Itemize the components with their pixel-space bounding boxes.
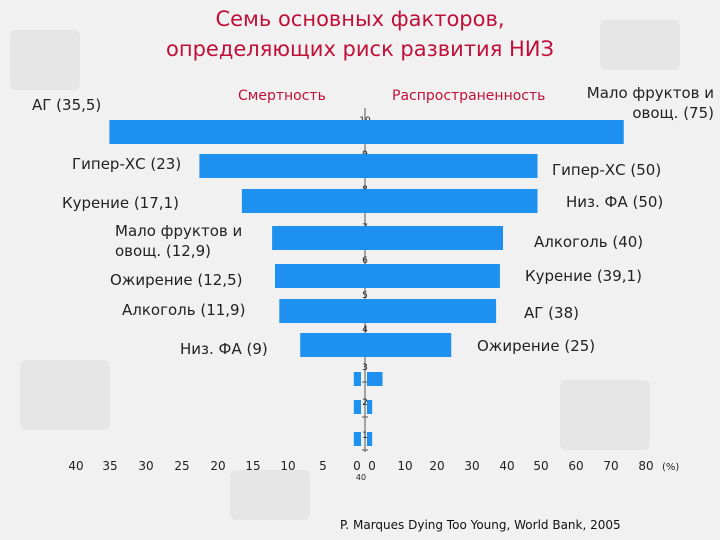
background-tile bbox=[10, 30, 80, 90]
right-axis-unit: (%) bbox=[662, 462, 679, 473]
right-axis-tick: 20 bbox=[429, 459, 444, 473]
label-mortality: Ожирение (12,5) bbox=[110, 271, 243, 289]
left-axis-tick: 20 bbox=[210, 459, 225, 473]
left-axis-tick: 0 bbox=[353, 459, 361, 473]
right-axis-tick: 30 bbox=[464, 459, 479, 473]
label-prevalence: Гипер-ХС (50) bbox=[552, 161, 662, 179]
label-prevalence: Курение (39,1) bbox=[525, 267, 642, 285]
bar-mortality bbox=[279, 299, 365, 323]
center-tick-label: 40 bbox=[356, 473, 366, 482]
center-tick-label: 2 bbox=[362, 398, 368, 408]
bar-small-right bbox=[367, 400, 373, 414]
bar-small-left bbox=[353, 372, 361, 386]
left-axis-tick: 40 bbox=[68, 459, 83, 473]
bar-mortality bbox=[275, 264, 365, 288]
chart-title: Семь основных факторов, определяющих рис… bbox=[0, 4, 720, 64]
label-mortality: АГ (35,5) bbox=[32, 96, 102, 114]
bar-small-left bbox=[353, 432, 361, 446]
right-axis-tick: 70 bbox=[603, 459, 618, 473]
bar-mortality bbox=[109, 120, 366, 144]
source-citation: P. Marques Dying Too Young, World Bank, … bbox=[340, 518, 621, 532]
bar-mortality bbox=[199, 154, 365, 178]
left-axis-tick: 25 bbox=[174, 459, 189, 473]
center-tick-label: 1 bbox=[362, 431, 368, 441]
label-prevalence: Алкоголь (40) bbox=[534, 233, 644, 251]
label-mortality: Алкоголь (11,9) bbox=[122, 301, 246, 319]
bar-prevalence bbox=[365, 226, 503, 250]
left-axis-tick: 15 bbox=[245, 459, 260, 473]
center-tick-label: 6 bbox=[362, 256, 368, 266]
background-tile bbox=[560, 380, 650, 450]
center-tick-label: 4 bbox=[362, 325, 368, 335]
bar-mortality bbox=[272, 226, 365, 250]
bar-mortality bbox=[241, 189, 365, 213]
bar-prevalence bbox=[365, 299, 497, 323]
center-tick-label: 3 bbox=[362, 363, 368, 373]
right-axis-tick: 60 bbox=[568, 459, 583, 473]
right-axis-tick: 0 bbox=[368, 459, 376, 473]
bar-small-right bbox=[367, 432, 373, 446]
right-axis-tick: 80 bbox=[638, 459, 653, 473]
label-prevalence: Ожирение (25) bbox=[477, 337, 596, 355]
background-tile bbox=[20, 360, 110, 430]
bar-small-left bbox=[353, 400, 361, 414]
bar-small-right bbox=[367, 372, 383, 386]
bar-mortality bbox=[300, 333, 365, 357]
right-axis-tick: 50 bbox=[533, 459, 548, 473]
right-axis-tick: 10 bbox=[397, 459, 412, 473]
label-mortality: Курение (17,1) bbox=[62, 194, 179, 212]
bar-prevalence bbox=[365, 120, 624, 144]
label-prevalence: Низ. ФА (50) bbox=[566, 193, 664, 211]
background-tile bbox=[600, 20, 680, 70]
bar-prevalence bbox=[365, 333, 452, 357]
title-line-1: Семь основных факторов, bbox=[215, 7, 505, 31]
label-prevalence: Мало фруктов и овощ. (75) bbox=[586, 84, 714, 122]
bar-prevalence bbox=[365, 154, 538, 178]
right-axis-tick: 40 bbox=[499, 459, 514, 473]
center-tick-label: 5 bbox=[362, 291, 368, 301]
left-axis-tick: 30 bbox=[138, 459, 153, 473]
left-axis-tick: 5 bbox=[319, 459, 327, 473]
background-tile bbox=[230, 470, 310, 520]
bar-prevalence bbox=[365, 264, 500, 288]
title-line-2: определяющих риск развития НИЗ bbox=[166, 37, 554, 61]
legend-prevalence: Распространенность bbox=[392, 88, 546, 104]
label-prevalence: АГ (38) bbox=[524, 304, 579, 322]
legend-mortality: Смертность bbox=[238, 88, 326, 104]
label-mortality: Гипер-ХС (23) bbox=[72, 155, 182, 173]
label-mortality: Низ. ФА (9) bbox=[180, 340, 268, 358]
left-axis-tick: 10 bbox=[280, 459, 295, 473]
left-axis-tick: 35 bbox=[102, 459, 117, 473]
bar-prevalence bbox=[365, 189, 538, 213]
label-mortality: Мало фруктов и овощ. (12,9) bbox=[115, 222, 243, 260]
